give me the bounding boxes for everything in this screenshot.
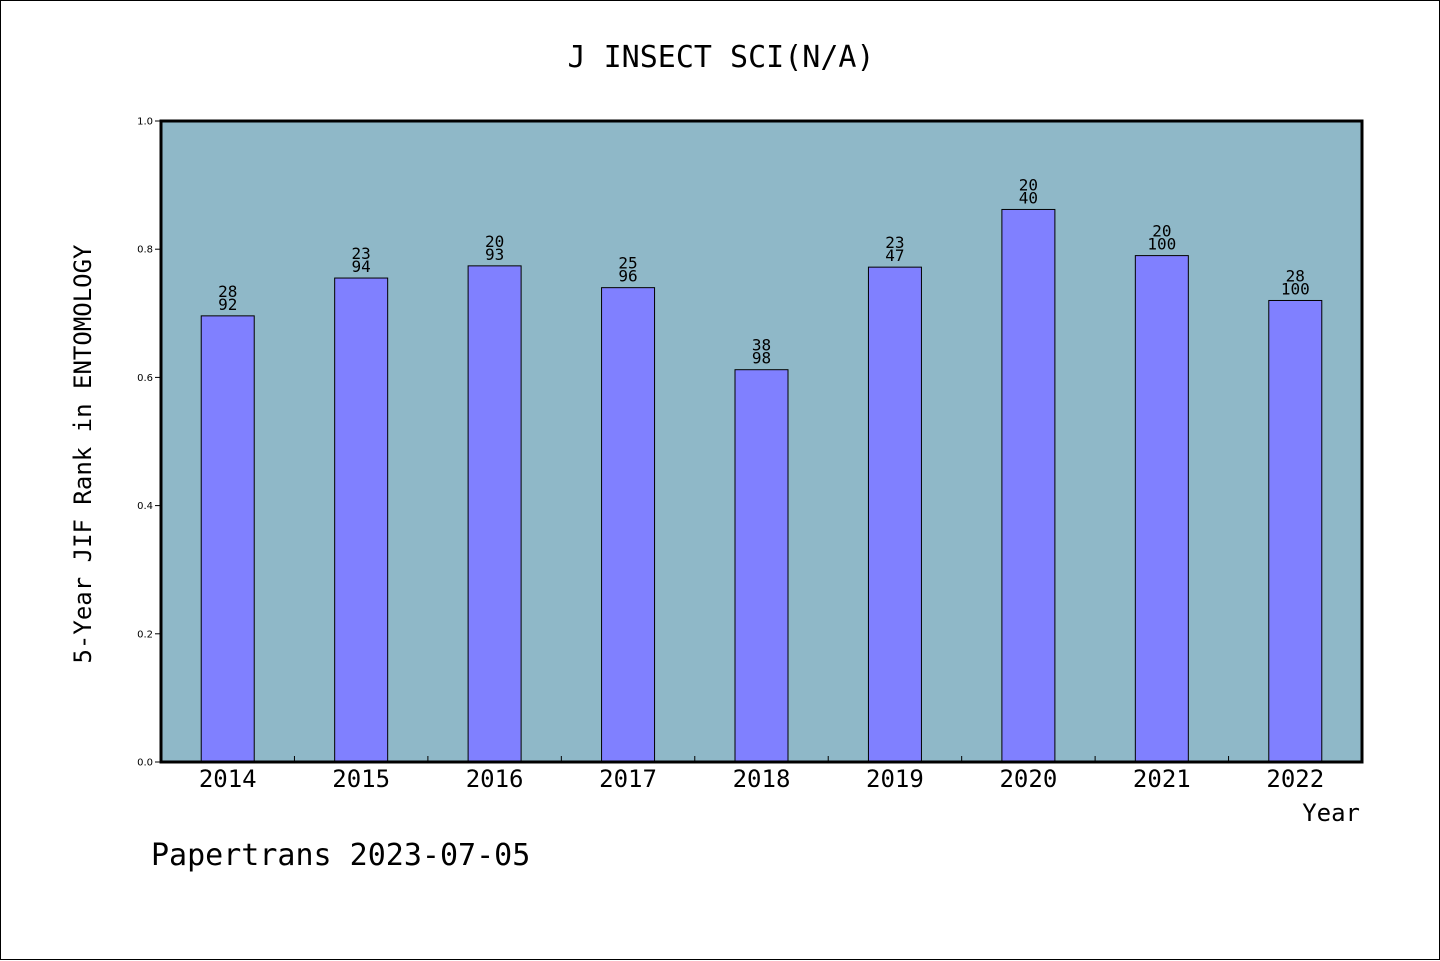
bar-2015: [334, 277, 389, 763]
y-tick-label-0.6: 0.6: [137, 373, 153, 384]
bar-2021: [1134, 255, 1189, 763]
total-label-2015: 94: [352, 257, 371, 276]
total-label-2014: 92: [218, 295, 237, 314]
y-tick-label-0.2: 0.2: [137, 629, 153, 640]
bars-group: [200, 208, 1323, 763]
x-tick-label-2020: 2020: [999, 765, 1057, 793]
bar-2016: [467, 265, 522, 763]
rank-label-2021: 20: [1152, 222, 1171, 241]
rank-label-2018: 38: [752, 336, 771, 355]
total-label-2019: 47: [885, 246, 904, 265]
rank-label-2017: 25: [618, 254, 637, 273]
total-label-2018: 98: [752, 349, 771, 368]
total-label-2017: 96: [618, 267, 637, 286]
rank-label-2020: 20: [1019, 175, 1038, 194]
plot-frame: [159, 119, 1364, 764]
total-label-2020: 40: [1019, 188, 1038, 207]
x-tick-label-2021: 2021: [1133, 765, 1191, 793]
total-label-2022: 100: [1281, 279, 1310, 298]
x-tick-label-2018: 2018: [733, 765, 791, 793]
bar-2017: [601, 287, 656, 763]
total-label-2016: 93: [485, 245, 504, 264]
rank-label-2022: 28: [1286, 266, 1305, 285]
y-tick-label-0.0: 0.0: [137, 758, 153, 769]
x-axis-ticks: 2014 2015 2016 2017 2018 2019 2020 2021 2022: [199, 756, 1324, 793]
bar-2022: [1268, 299, 1323, 763]
x-axis-label: Year: [1302, 799, 1360, 827]
total-label-2021: 100: [1147, 235, 1176, 254]
y-tick-label-0.8: 0.8: [137, 245, 153, 256]
bar-2019: [867, 266, 922, 763]
footer-credit: Papertrans 2023-07-05: [151, 838, 530, 873]
x-tick-label-2016: 2016: [466, 765, 524, 793]
x-tick-label-2022: 2022: [1266, 765, 1324, 793]
x-tick-label-2014: 2014: [199, 765, 257, 793]
x-tick-label-2015: 2015: [332, 765, 390, 793]
rank-label-2016: 20: [485, 232, 504, 251]
rank-label-2019: 23: [885, 233, 904, 252]
x-tick-label-2017: 2017: [599, 765, 657, 793]
bar-2014: [200, 315, 255, 763]
bar-2020: [1001, 208, 1056, 763]
bar-2018: [734, 369, 789, 763]
x-tick-label-2019: 2019: [866, 765, 924, 793]
y-axis-ticks: 0.0 0.2 0.4 0.6 0.8 1.0: [137, 117, 161, 769]
y-axis-label: 5-Year JIF Rank in ENTOMOLOGY: [69, 244, 97, 664]
y-tick-label-1.0: 1.0: [137, 117, 153, 128]
y-tick-label-0.4: 0.4: [137, 501, 153, 512]
chart-title: J INSECT SCI(N/A): [567, 40, 874, 75]
rank-label-2014: 28: [218, 282, 237, 301]
rank-label-2015: 23: [352, 244, 371, 263]
